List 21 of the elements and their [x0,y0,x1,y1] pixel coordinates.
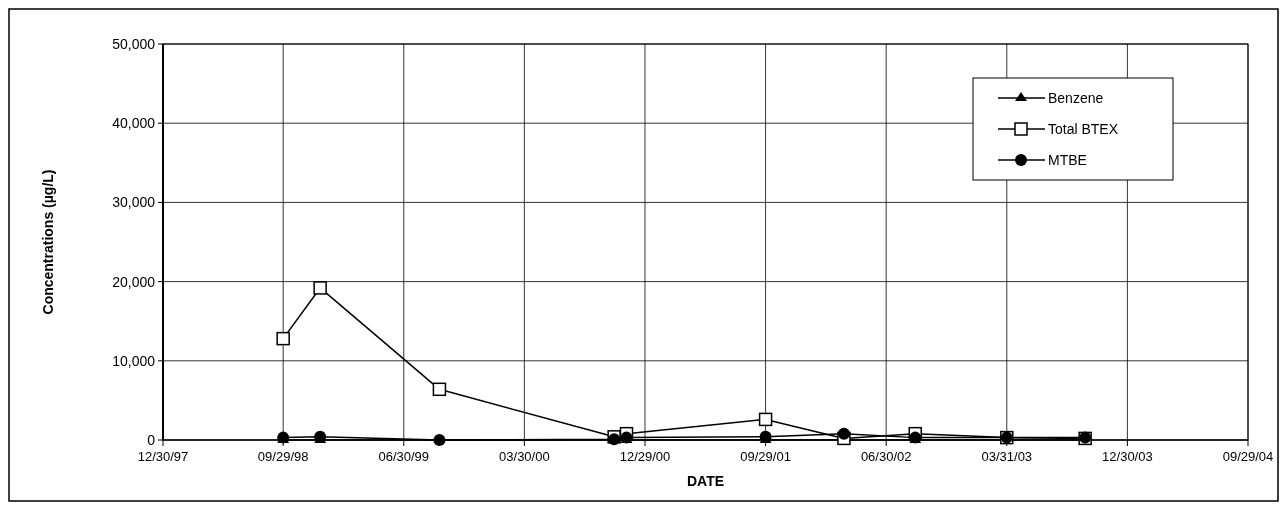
y-tick-label: 10,000 [112,352,156,369]
y-tick-label: 20,000 [112,273,156,290]
x-tick-label: 12/30/97 [137,449,189,464]
y-tick-label: 50,000 [112,35,156,52]
legend-label: MTBE [1048,151,1087,168]
x-tick-label: 12/29/00 [619,449,671,464]
x-tick-label: 06/30/99 [378,449,430,464]
y-axis-title: Concentrations (µg/L) [40,169,56,315]
x-tick-label: 09/29/04 [1222,449,1274,464]
legend-label: Benzene [1048,89,1104,106]
legend-label: Total BTEX [1048,120,1119,137]
x-axis-title: DATE [686,473,725,489]
x-tick-label: 09/29/98 [257,449,309,464]
x-tick-label: 03/30/00 [499,449,550,464]
x-tick-label: 06/30/02 [860,449,912,464]
y-tick-label: 0 [147,431,156,448]
y-tick-label: 40,000 [112,115,156,132]
x-tick-label: 12/30/03 [1102,449,1153,464]
x-tick-label: 09/29/01 [740,449,791,464]
y-tick-label: 30,000 [112,194,156,211]
x-tick-label: 03/31/03 [981,449,1033,464]
